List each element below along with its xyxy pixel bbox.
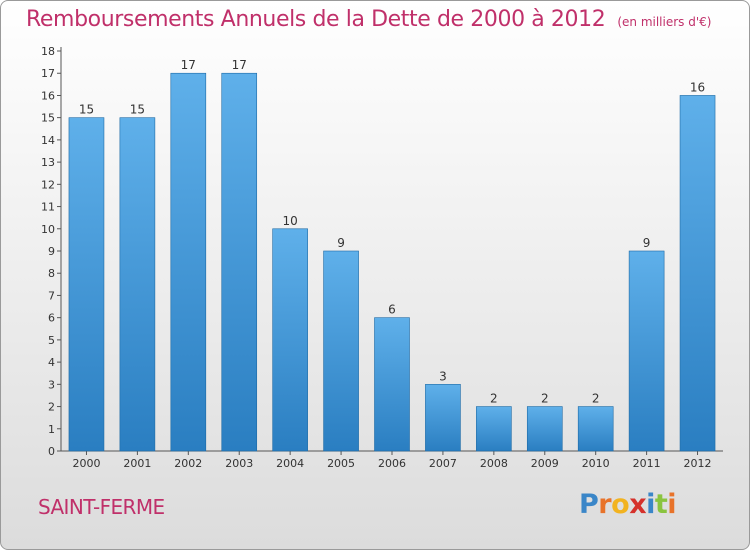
y-tick-label: 16 (41, 89, 55, 102)
proxiti-logo: Proxiti (579, 489, 677, 520)
bar-value-label: 16 (690, 80, 705, 94)
y-tick-label: 6 (48, 312, 55, 325)
bar-value-label: 6 (388, 303, 396, 317)
bar (170, 72, 207, 452)
bar (628, 250, 665, 452)
title-unit: (en milliers d'€) (617, 15, 712, 29)
bar-value-label: 10 (283, 214, 298, 228)
chart-bars: 15 15 17 17 10 9 6 3 2 2 2 9 16 (68, 58, 716, 452)
y-tick-label: 9 (48, 245, 55, 258)
bar (374, 317, 410, 452)
x-tick-label: 2007 (429, 457, 457, 470)
x-tick-label: 2009 (531, 457, 559, 470)
x-tick-label: 2005 (327, 457, 355, 470)
logo-letter: t (654, 489, 668, 520)
y-tick-label: 7 (48, 289, 55, 302)
y-tick-label: 10 (41, 223, 55, 236)
bar-value-label: 2 (541, 392, 549, 406)
bar (679, 95, 716, 452)
bar-value-label: 9 (337, 236, 345, 250)
bar-value-label: 2 (592, 392, 600, 406)
bar (577, 406, 614, 452)
bar (323, 250, 359, 452)
bar (221, 72, 258, 452)
bar (68, 117, 105, 452)
bar (272, 228, 308, 452)
bar-value-label: 15 (79, 103, 94, 117)
x-tick-label: 2001 (123, 457, 151, 470)
bar (425, 384, 461, 452)
y-tick-label: 18 (41, 45, 55, 58)
x-tick-label: 2003 (225, 457, 253, 470)
y-tick-label: 2 (48, 401, 55, 414)
logo-letter: x (629, 489, 647, 520)
x-tick-label: 2011 (633, 457, 661, 470)
x-tick-label: 2000 (72, 457, 100, 470)
commune-name: SAINT-FERME (38, 495, 165, 519)
y-tick-label: 13 (41, 156, 55, 169)
title-text: Remboursements Annuels de la Dette de 20… (26, 7, 606, 32)
x-tick-label: 2004 (276, 457, 304, 470)
y-tick-label: 14 (41, 134, 55, 147)
logo-letter: r (598, 489, 612, 520)
bar-value-label: 17 (181, 58, 196, 72)
bar (526, 406, 563, 452)
logo-letter: o (611, 489, 630, 520)
y-tick-label: 0 (48, 445, 55, 458)
bar-value-label: 2 (490, 392, 498, 406)
x-tick-label: 2002 (174, 457, 202, 470)
y-tick-label: 5 (48, 334, 55, 347)
bar-value-label: 17 (232, 58, 247, 72)
bar-value-label: 15 (130, 103, 145, 117)
x-tick-label: 2012 (684, 457, 712, 470)
y-tick-label: 4 (48, 356, 55, 369)
y-tick-label: 12 (41, 178, 55, 191)
bar (476, 406, 512, 452)
chart-title: Remboursements Annuels de la Dette de 20… (26, 7, 711, 32)
x-tick-label: 2008 (480, 457, 508, 470)
logo-letter: i (646, 489, 655, 520)
y-tick-label: 15 (41, 112, 55, 125)
logo-letter: P (579, 489, 599, 520)
y-tick-label: 3 (48, 378, 55, 391)
y-tick-label: 8 (48, 267, 55, 280)
bar (119, 117, 156, 452)
logo-letter: i (667, 489, 677, 520)
x-tick-label: 2010 (582, 457, 610, 470)
x-tick-label: 2006 (378, 457, 406, 470)
y-tick-label: 1 (48, 423, 55, 436)
bar-value-label: 3 (439, 369, 447, 383)
y-tick-label: 11 (41, 201, 55, 214)
bar-value-label: 9 (643, 236, 651, 250)
y-tick-label: 17 (41, 67, 55, 80)
